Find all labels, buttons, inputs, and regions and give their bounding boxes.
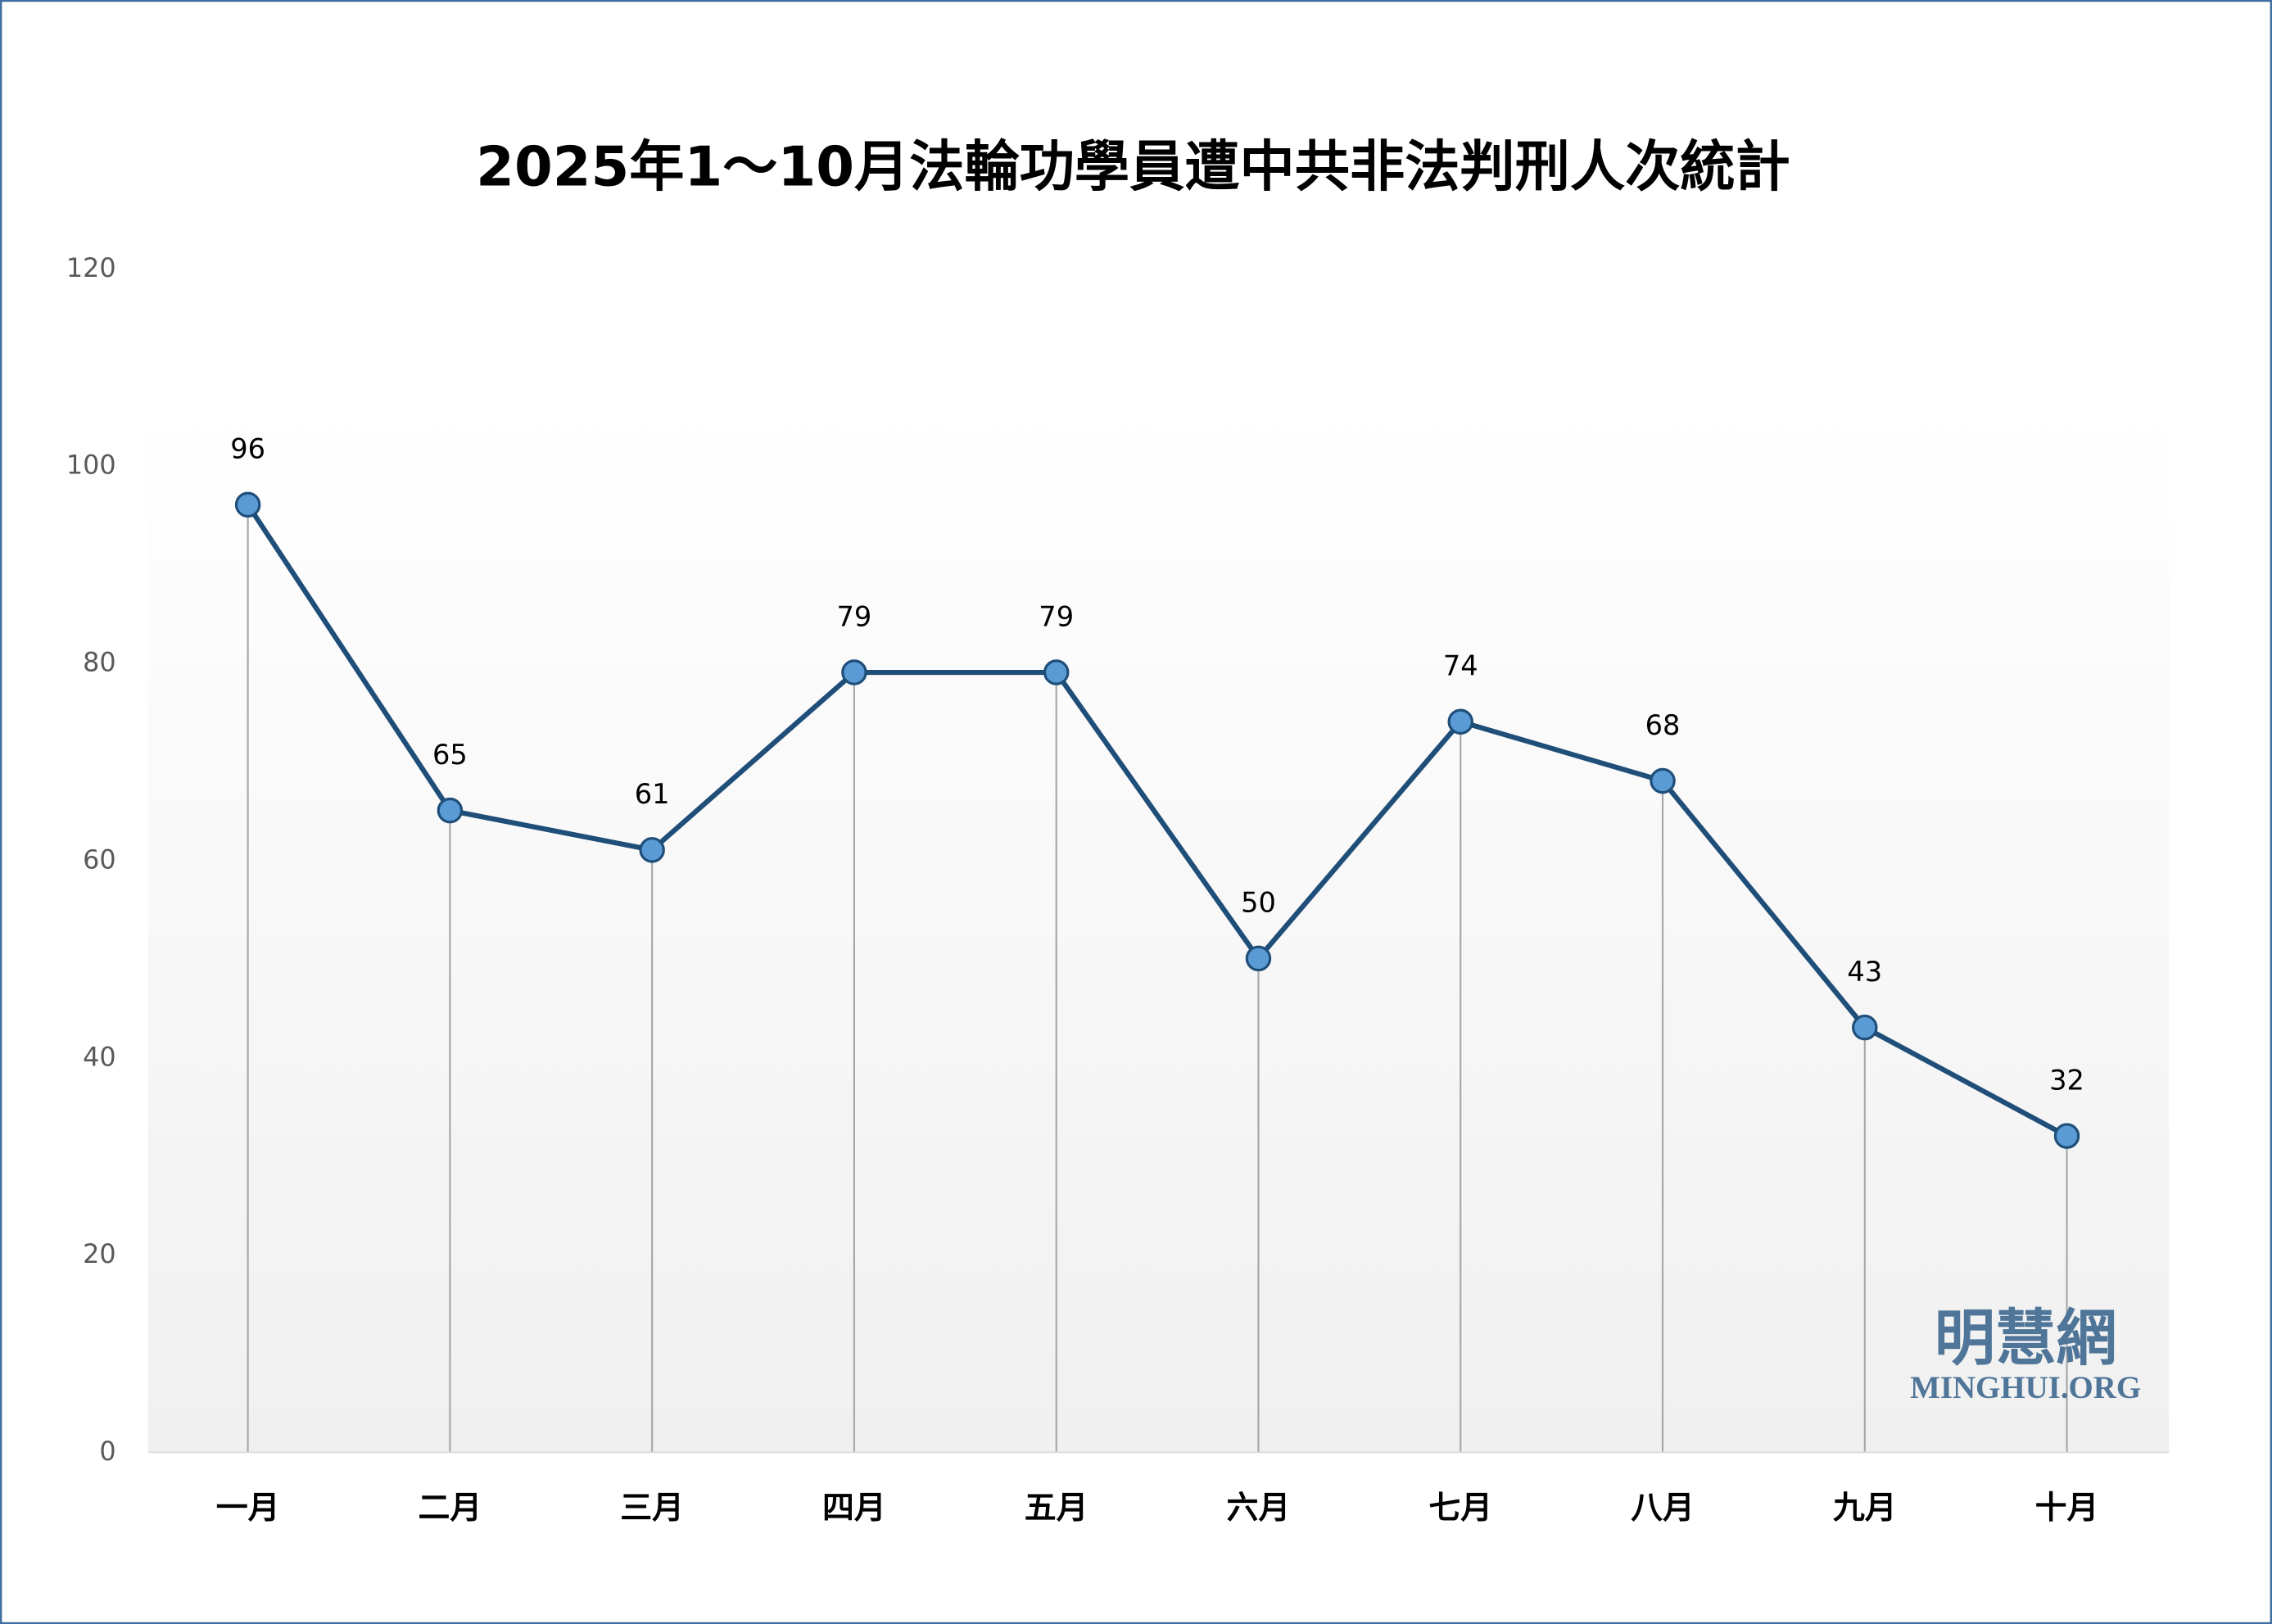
x-axis: 一月 二月 三月 四月 五月 六月 七月 八月 九月 十月 [216, 1490, 2099, 1527]
data-label: 65 [432, 739, 468, 771]
x-tick-label: 二月 [418, 1490, 482, 1527]
x-tick-label: 三月 [620, 1490, 684, 1527]
data-points [234, 491, 2080, 1149]
data-point [841, 659, 867, 685]
y-tick-label: 0 [99, 1436, 115, 1467]
data-label: 79 [837, 600, 872, 632]
data-label: 68 [1645, 709, 1681, 741]
y-tick-label: 60 [83, 844, 116, 875]
x-tick-label: 四月 [822, 1490, 886, 1527]
data-label: 74 [1443, 650, 1478, 682]
drop-lines [247, 504, 2068, 1452]
watermark-english: MINGHUI.ORG [1910, 1370, 2141, 1405]
data-label: 43 [1847, 956, 1882, 988]
x-tick-label: 五月 [1025, 1490, 1088, 1527]
watermark-chinese: 明慧網 [1935, 1301, 2117, 1373]
y-tick-label: 80 [83, 647, 116, 678]
data-point [1447, 708, 1473, 735]
x-tick-label: 六月 [1227, 1490, 1291, 1527]
y-tick-label: 40 [83, 1041, 116, 1072]
data-labels: 96 65 61 79 79 50 74 68 43 32 [230, 433, 2084, 1097]
watermark: 明慧網 MINGHUI.ORG [1910, 1301, 2141, 1405]
x-tick-label: 一月 [216, 1490, 280, 1527]
x-tick-label: 七月 [1428, 1490, 1492, 1527]
chart-title: 2025年1～10月法輪功學員遭中共非法判刑人次統計 [476, 134, 1790, 198]
data-point [2053, 1123, 2080, 1149]
data-label: 61 [635, 778, 670, 810]
data-point [437, 797, 464, 824]
data-point [1852, 1014, 1878, 1041]
data-point [1650, 767, 1676, 794]
data-point [1245, 945, 1272, 972]
data-point [234, 491, 261, 518]
series-line [246, 503, 2069, 1138]
data-label: 79 [1039, 600, 1074, 632]
x-tick-label: 九月 [1833, 1490, 1897, 1527]
y-tick-label: 100 [66, 450, 116, 481]
x-tick-label: 八月 [1631, 1490, 1695, 1527]
data-point [1043, 659, 1070, 685]
data-label: 50 [1241, 887, 1276, 919]
plot-background [147, 405, 2170, 1452]
data-label: 96 [230, 433, 265, 465]
y-tick-label: 120 [66, 252, 116, 283]
y-axis: 0 20 40 60 80 100 120 [66, 252, 116, 1467]
data-label: 32 [2049, 1064, 2084, 1096]
data-point [639, 837, 665, 863]
y-tick-label: 20 [83, 1238, 116, 1269]
x-tick-label: 十月 [2035, 1490, 2099, 1527]
